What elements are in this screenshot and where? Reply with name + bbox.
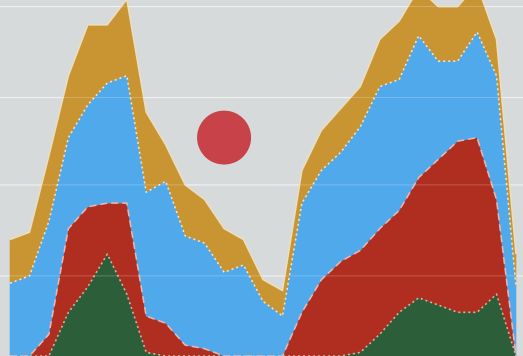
area-series-0 (10, 253, 517, 356)
series-outline-1 (10, 136, 517, 356)
marker-dot-0 (197, 110, 252, 165)
series-outline-0 (10, 253, 517, 356)
series-outline-3 (9, 0, 517, 292)
annotation-group (197, 110, 252, 165)
